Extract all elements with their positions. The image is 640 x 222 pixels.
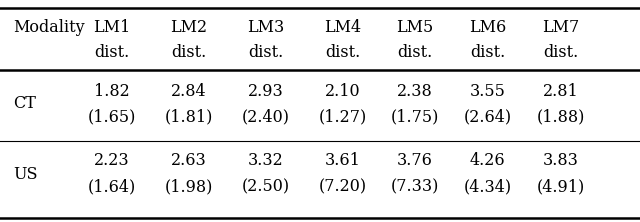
Text: dist.: dist. [248, 44, 284, 61]
Text: LM1: LM1 [93, 19, 131, 36]
Text: 3.76: 3.76 [397, 153, 433, 169]
Text: LM4: LM4 [324, 19, 361, 36]
Text: 2.84: 2.84 [171, 83, 207, 99]
Text: 2.10: 2.10 [324, 83, 360, 99]
Text: LM7: LM7 [542, 19, 579, 36]
Text: (1.65): (1.65) [88, 108, 136, 125]
Text: (1.75): (1.75) [390, 108, 439, 125]
Text: 1.82: 1.82 [94, 83, 130, 99]
Text: LM2: LM2 [170, 19, 207, 36]
Text: 2.93: 2.93 [248, 83, 284, 99]
Text: LM3: LM3 [247, 19, 284, 36]
Text: dist.: dist. [171, 44, 207, 61]
Text: (2.40): (2.40) [241, 108, 289, 125]
Text: dist.: dist. [324, 44, 360, 61]
Text: (1.27): (1.27) [318, 108, 367, 125]
Text: 4.26: 4.26 [470, 153, 506, 169]
Text: (2.50): (2.50) [241, 178, 290, 195]
Text: LM5: LM5 [396, 19, 433, 36]
Text: 3.32: 3.32 [248, 153, 284, 169]
Text: (1.81): (1.81) [164, 108, 213, 125]
Text: 2.23: 2.23 [94, 153, 130, 169]
Text: (4.34): (4.34) [463, 178, 512, 195]
Text: 2.81: 2.81 [543, 83, 579, 99]
Text: dist.: dist. [94, 44, 130, 61]
Text: 3.55: 3.55 [470, 83, 506, 99]
Text: (4.91): (4.91) [536, 178, 585, 195]
Text: CT: CT [13, 95, 36, 112]
Text: LM6: LM6 [469, 19, 506, 36]
Text: (1.88): (1.88) [536, 108, 585, 125]
Text: dist.: dist. [397, 44, 433, 61]
Text: (2.64): (2.64) [463, 108, 512, 125]
Text: (7.33): (7.33) [390, 178, 439, 195]
Text: US: US [13, 166, 37, 183]
Text: 3.61: 3.61 [324, 153, 360, 169]
Text: (1.64): (1.64) [88, 178, 136, 195]
Text: Modality: Modality [13, 19, 84, 36]
Text: dist.: dist. [470, 44, 506, 61]
Text: (1.98): (1.98) [164, 178, 213, 195]
Text: 2.63: 2.63 [171, 153, 207, 169]
Text: dist.: dist. [543, 44, 579, 61]
Text: 2.38: 2.38 [397, 83, 433, 99]
Text: (7.20): (7.20) [318, 178, 367, 195]
Text: 3.83: 3.83 [543, 153, 579, 169]
